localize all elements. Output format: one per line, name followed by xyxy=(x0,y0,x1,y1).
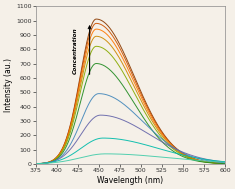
X-axis label: Wavelength (nm): Wavelength (nm) xyxy=(97,176,163,185)
Text: Concentration: Concentration xyxy=(73,27,78,74)
Y-axis label: Intensity (au.): Intensity (au.) xyxy=(4,58,13,112)
